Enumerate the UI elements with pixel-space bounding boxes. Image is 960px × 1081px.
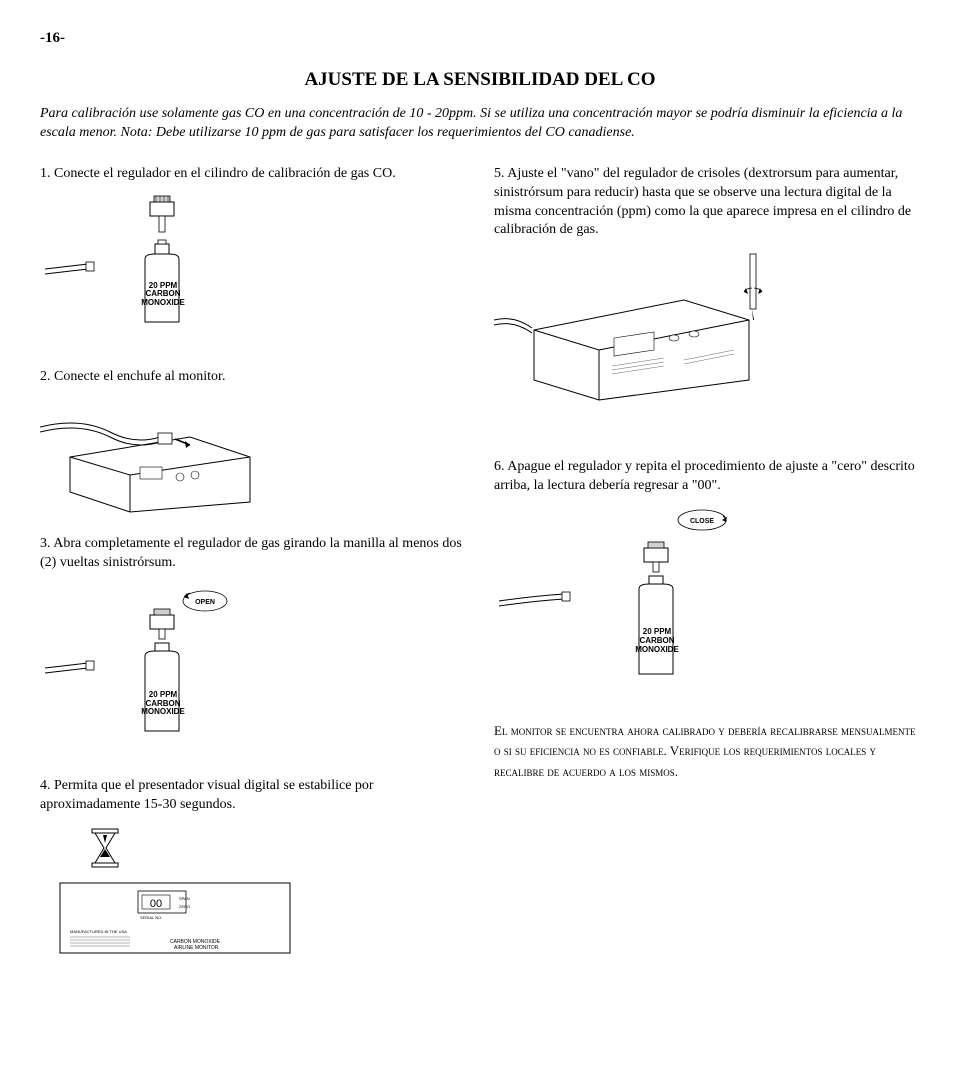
right-column: 5. Ajuste el "vano" del regulador de cri…: [494, 165, 920, 973]
step-1: 1. Conecte el regulador en el cilindro d…: [40, 165, 466, 184]
page-title: AJUSTE DE LA SENSIBILIDAD DEL CO: [40, 69, 920, 91]
intro-paragraph: Para calibración use solamente gas CO en…: [40, 105, 920, 143]
step-3: 3. Abra completamente el regulador de ga…: [40, 535, 466, 573]
bottle-label-line1: 20 PPM: [643, 627, 671, 636]
svg-text:SPAN: SPAN: [179, 896, 190, 901]
bottle-label-line3: MONOXIDE: [141, 707, 185, 716]
bottle-label: 20 PPM CARBON MONOXIDE: [128, 691, 198, 717]
bottle-label-line2: CARBON: [145, 699, 180, 708]
footer-note: El monitor se encuentra ahora calibrado …: [494, 721, 920, 783]
illustration-close-regulator: CLOSE 20 PPM CARBON MONOXIDE: [494, 506, 920, 702]
illustration-monitor-plug: [40, 397, 466, 517]
bottle-label-line3: MONOXIDE: [635, 645, 679, 654]
step-6: 6. Apague el regulador y repita el proce…: [494, 458, 920, 496]
content-columns: 1. Conecte el regulador en el cilindro d…: [40, 165, 920, 973]
step-4: 4. Permita que el presentador visual dig…: [40, 777, 466, 815]
open-badge: OPEN: [195, 599, 215, 606]
left-column: 1. Conecte el regulador en el cilindro d…: [40, 165, 466, 973]
svg-text:MANUFACTURED IN THE USA: MANUFACTURED IN THE USA: [70, 929, 127, 934]
step-5: 5. Ajuste el "vano" del regulador de cri…: [494, 165, 920, 241]
illustration-hourglass-display: 00 SPAN ZERO SERIAL NO. MANUFACTURED IN …: [40, 825, 466, 955]
bottle-label-line2: CARBON: [145, 289, 180, 298]
svg-text:ZERO: ZERO: [179, 904, 190, 909]
svg-text:SERIAL NO.: SERIAL NO.: [140, 915, 162, 920]
bottle-label-line1: 20 PPM: [149, 281, 177, 290]
page-number: -16-: [40, 30, 920, 47]
illustration-regulator-bottle: 20 PPM CARBON MONOXIDE: [40, 194, 466, 350]
bottle-label: 20 PPM CARBON MONOXIDE: [622, 628, 692, 654]
close-badge: CLOSE: [690, 518, 714, 525]
bottle-label-line3: MONOXIDE: [141, 298, 185, 307]
step-2: 2. Conecte el enchufe al monitor.: [40, 368, 466, 387]
illustration-adjust-span: [494, 250, 920, 410]
bottle-label: 20 PPM CARBON MONOXIDE: [128, 282, 198, 308]
display-value: 00: [150, 898, 162, 910]
bottle-label-line1: 20 PPM: [149, 690, 177, 699]
svg-text:AIRLINE MONITOR: AIRLINE MONITOR: [174, 945, 219, 951]
bottle-label-line2: CARBON: [639, 636, 674, 645]
illustration-open-regulator: OPEN 20 PPM CARBON MONOXIDE: [40, 583, 466, 759]
